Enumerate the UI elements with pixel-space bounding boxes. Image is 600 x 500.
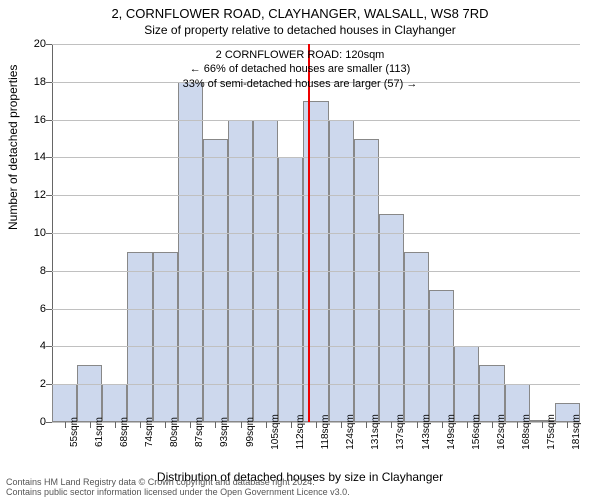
grid-line (52, 346, 580, 347)
chart-container: 2, CORNFLOWER ROAD, CLAYHANGER, WALSALL,… (0, 0, 600, 500)
x-tick (165, 422, 166, 428)
y-tick (46, 309, 52, 310)
x-tick-label: 80sqm (169, 417, 180, 447)
x-tick (492, 422, 493, 428)
x-tick (467, 422, 468, 428)
x-tick (291, 422, 292, 428)
x-tick (391, 422, 392, 428)
x-tick-label: 118sqm (320, 415, 331, 450)
chart-title: 2, CORNFLOWER ROAD, CLAYHANGER, WALSALL,… (0, 0, 600, 21)
x-tick-label: 175sqm (546, 414, 557, 450)
x-tick-label: 87sqm (194, 417, 205, 447)
histogram-bar (127, 252, 152, 422)
x-tick (190, 422, 191, 428)
y-tick (46, 346, 52, 347)
x-tick-label: 162sqm (496, 414, 507, 450)
x-tick (517, 422, 518, 428)
x-tick-label: 105sqm (270, 414, 281, 450)
grid-line (52, 195, 580, 196)
grid-line (52, 271, 580, 272)
y-tick-label: 4 (16, 340, 46, 352)
annotation-line-3: 33% of semi-detached houses are larger (… (183, 77, 418, 91)
chart-annotation: 2 CORNFLOWER ROAD: 120sqm ← 66% of detac… (183, 48, 418, 91)
histogram-bar (303, 101, 328, 422)
y-tick (46, 384, 52, 385)
y-tick (46, 271, 52, 272)
y-tick-label: 6 (16, 303, 46, 315)
y-tick-label: 14 (16, 151, 46, 163)
y-tick-label: 2 (16, 378, 46, 390)
y-tick-label: 0 (16, 416, 46, 428)
histogram-bar (178, 82, 203, 422)
histogram-bar (77, 365, 102, 422)
grid-line (52, 120, 580, 121)
grid-line (52, 384, 580, 385)
y-tick (46, 44, 52, 45)
annotation-line-2: ← 66% of detached houses are smaller (11… (183, 62, 418, 76)
histogram-bar (203, 139, 228, 423)
x-tick-label: 93sqm (219, 417, 230, 447)
reference-line (308, 44, 310, 422)
x-tick-label: 181sqm (571, 414, 582, 450)
x-tick-label: 131sqm (370, 414, 381, 450)
grid-line (52, 44, 580, 45)
x-tick-label: 61sqm (94, 417, 105, 447)
y-tick (46, 195, 52, 196)
x-tick (341, 422, 342, 428)
y-tick-label: 18 (16, 76, 46, 88)
histogram-bar (404, 252, 429, 422)
x-tick-label: 55sqm (69, 417, 80, 447)
x-tick-label: 112sqm (295, 415, 306, 450)
x-tick (417, 422, 418, 428)
x-tick (266, 422, 267, 428)
y-tick (46, 233, 52, 234)
x-tick (241, 422, 242, 428)
x-tick (140, 422, 141, 428)
x-tick (90, 422, 91, 428)
x-tick-label: 156sqm (471, 414, 482, 450)
x-tick (316, 422, 317, 428)
grid-line (52, 233, 580, 234)
chart-footer: Contains HM Land Registry data © Crown c… (6, 478, 350, 498)
x-tick (215, 422, 216, 428)
y-tick-label: 12 (16, 189, 46, 201)
histogram-bar (354, 139, 379, 423)
y-tick-label: 10 (16, 227, 46, 239)
y-tick-label: 16 (16, 114, 46, 126)
x-tick-label: 143sqm (421, 414, 432, 450)
x-tick (542, 422, 543, 428)
x-tick-label: 124sqm (345, 414, 356, 450)
x-tick (115, 422, 116, 428)
x-tick (366, 422, 367, 428)
x-tick-label: 149sqm (446, 414, 457, 450)
x-tick (567, 422, 568, 428)
grid-line (52, 157, 580, 158)
histogram-bar (379, 214, 404, 422)
plot-area (52, 44, 580, 422)
footer-line-2: Contains public sector information licen… (6, 488, 350, 498)
y-tick (46, 82, 52, 83)
y-tick (46, 157, 52, 158)
y-tick (46, 120, 52, 121)
histogram-bar (278, 157, 303, 422)
y-tick-label: 20 (16, 38, 46, 50)
y-tick (46, 422, 52, 423)
x-tick-label: 68sqm (119, 417, 130, 447)
y-tick-label: 8 (16, 265, 46, 277)
x-tick-label: 168sqm (521, 414, 532, 450)
x-tick (442, 422, 443, 428)
chart-subtitle: Size of property relative to detached ho… (0, 21, 600, 37)
annotation-line-1: 2 CORNFLOWER ROAD: 120sqm (183, 48, 418, 62)
histogram-bar (153, 252, 178, 422)
grid-line (52, 309, 580, 310)
x-tick-label: 99sqm (245, 417, 256, 447)
x-tick (65, 422, 66, 428)
y-axis-title: Number of detached properties (6, 65, 20, 230)
x-tick-label: 74sqm (144, 417, 155, 447)
x-tick-label: 137sqm (395, 414, 406, 450)
